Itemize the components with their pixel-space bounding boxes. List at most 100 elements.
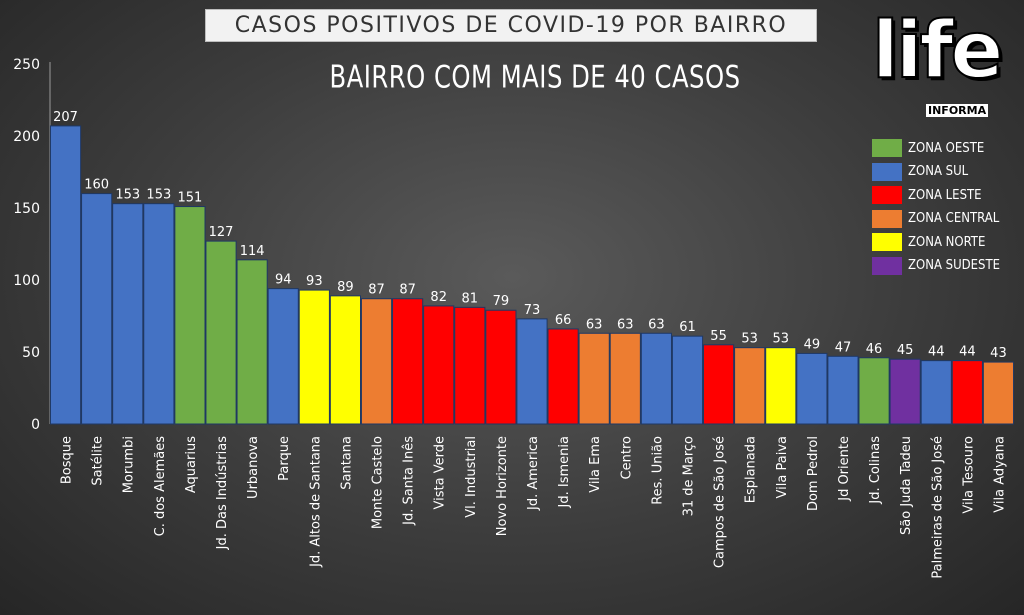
data-label: 87 [368,283,385,298]
legend-item-norte: ZONA NORTE [872,232,1000,252]
bar [143,203,175,425]
bar [920,360,952,425]
legend-label: ZONA SUL [908,164,969,179]
x-tick-label: Centro [619,436,634,479]
bar [112,203,144,425]
bar [174,206,206,425]
legend-label: ZONA OESTE [908,140,985,156]
bar [392,298,424,425]
data-label: 89 [337,280,354,295]
x-tick-label: Santana [339,436,354,490]
x-tick-label: Jd. Das Indústrias [215,436,230,551]
x-tick-label: Vila Adyana [992,436,1007,513]
legend-swatch [872,162,902,181]
logo-subtext: INFORMA [926,104,989,117]
data-label: 160 [84,178,109,193]
bar [329,295,362,425]
data-label: 114 [240,244,265,259]
bar [609,332,641,425]
data-label: 44 [928,345,945,360]
bar [547,328,579,425]
data-label: 49 [804,337,821,352]
bar [81,193,113,425]
data-label: 55 [710,329,727,344]
x-tick-label: Parque [277,436,292,481]
bar [578,332,610,425]
logo-wordmark: life [871,5,1004,97]
y-tick-label: 100 [13,273,40,289]
bar [951,360,983,425]
data-label: 46 [866,342,883,357]
data-label: 44 [959,345,976,360]
data-label: 153 [146,188,171,203]
data-label: 153 [115,188,140,203]
data-label: 53 [741,332,758,347]
bar [236,259,268,425]
data-label: 127 [209,225,234,240]
legend-swatch [872,209,902,228]
bar [640,332,672,425]
x-tick-label: Vila Paiva [775,436,790,498]
x-tick-label: Bosque [60,436,75,484]
brand-logo: life INFORMA [868,5,1004,123]
data-label: 207 [53,110,78,125]
x-tick-label: Jd. America [526,436,541,511]
y-tick-label: 200 [13,129,40,145]
legend-item-oeste: ZONA OESTE [872,138,1000,158]
bar [796,352,828,425]
data-label: 151 [178,191,203,206]
x-tick-label: Esplanada [744,436,759,503]
x-tick-label: 31 de Março [681,436,696,516]
bar [982,361,1015,425]
data-label: 94 [275,273,292,288]
chart-subtitle: BAIRRO COM MAIS DE 40 CASOS [329,59,741,96]
x-tick-label: Vila Ema [588,436,603,493]
x-tick-label: Dom Pedrol [806,436,821,511]
legend-label: ZONA LESTE [908,187,982,203]
chart-title: CASOS POSITIVOS DE COVID-19 POR BAIRRO [205,9,817,42]
bar [298,289,330,425]
data-label: 87 [399,283,416,298]
x-tick-label: Res. União [650,436,665,505]
x-tick-label: Jd. Ismenia [557,436,572,508]
bar [205,240,237,425]
bar [267,288,299,425]
x-tick-label: Morumbi [122,436,137,493]
x-tick-label: Palmeiras de São José [930,436,945,579]
x-tick-label: Satélite [91,436,106,486]
y-tick-label: 250 [13,57,40,73]
bar [827,355,859,425]
data-label: 61 [679,320,696,335]
legend-swatch [872,233,902,251]
x-tick-label: Vila Tesouro [961,436,976,514]
legend-label: ZONA SUDESTE [908,258,1001,273]
data-label: 79 [493,294,510,309]
legend-item-sul: ZONA SUL [872,162,1000,182]
legend-swatch [872,256,902,275]
data-label: 93 [306,274,323,289]
data-label: 63 [586,317,603,332]
bar [765,347,797,425]
legend-item-sudeste: ZONA SUDESTE [872,256,1000,276]
x-tick-label: Monte Castelo [371,436,386,529]
legend-swatch [872,139,902,157]
data-label: 43 [990,346,1007,361]
bar [889,358,921,425]
data-label: 73 [524,303,541,318]
x-tick-label: C. dos Alemães [153,436,168,537]
x-tick-label: São Juda Tadeu [899,436,914,535]
data-label: 45 [897,343,914,358]
bar [49,125,82,425]
data-label: 63 [648,317,665,332]
x-tick-label: Vista Verde [433,436,448,509]
legend-label: ZONA NORTE [908,234,986,250]
bar [858,357,890,425]
x-tick-label: Jd. Altos de Santana [308,436,323,568]
bar [734,347,766,425]
x-tick-label: Novo Horizonte [495,436,510,536]
x-tick-label: Jd. Santa Inês [402,436,417,526]
bar [360,298,393,425]
bar [702,344,735,425]
